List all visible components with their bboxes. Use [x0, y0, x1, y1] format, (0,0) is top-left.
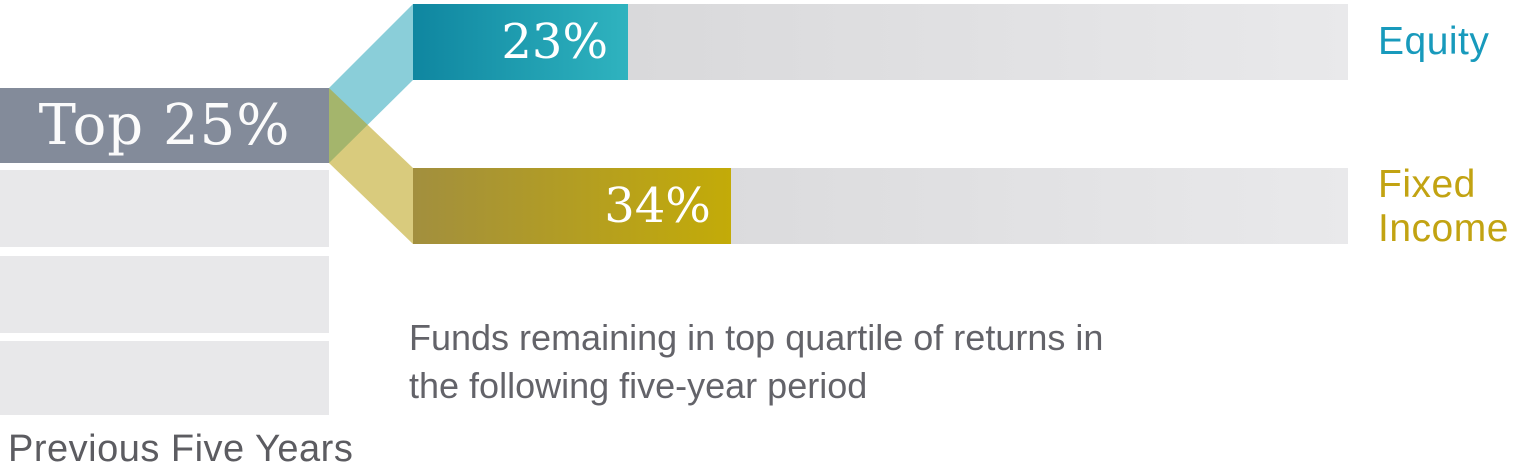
quartile-row — [0, 170, 329, 247]
top-quartile-source-bar: Top 25% — [0, 88, 329, 163]
caption-line2: the following five-year period — [409, 365, 868, 406]
equity-value-label: 23% — [501, 14, 609, 70]
fixed-income-value-bar: 34% — [413, 168, 731, 244]
equity-value-bar: 23% — [413, 4, 629, 80]
x-axis-label: Previous Five Years — [8, 428, 354, 466]
fixed-income-label-line2: Income — [1378, 207, 1509, 250]
fixed-income-series-label: Fixed Income — [1378, 163, 1509, 251]
top-quartile-label: Top 25% — [38, 93, 291, 158]
chart-caption: Funds remaining in top quartile of retur… — [409, 314, 1103, 410]
fixed-income-value-label: 34% — [604, 178, 711, 234]
equity-series-label: Equity — [1378, 20, 1490, 63]
caption-line1: Funds remaining in top quartile of retur… — [409, 317, 1104, 358]
fixed-income-label-line1: Fixed — [1378, 163, 1476, 206]
quartile-row — [0, 341, 329, 415]
fixed-income-ribbon — [329, 88, 413, 244]
fixed-income-track-bar: 34% — [413, 168, 1348, 244]
quartile-row — [0, 256, 329, 333]
equity-track-bar: 23% — [413, 4, 1348, 80]
